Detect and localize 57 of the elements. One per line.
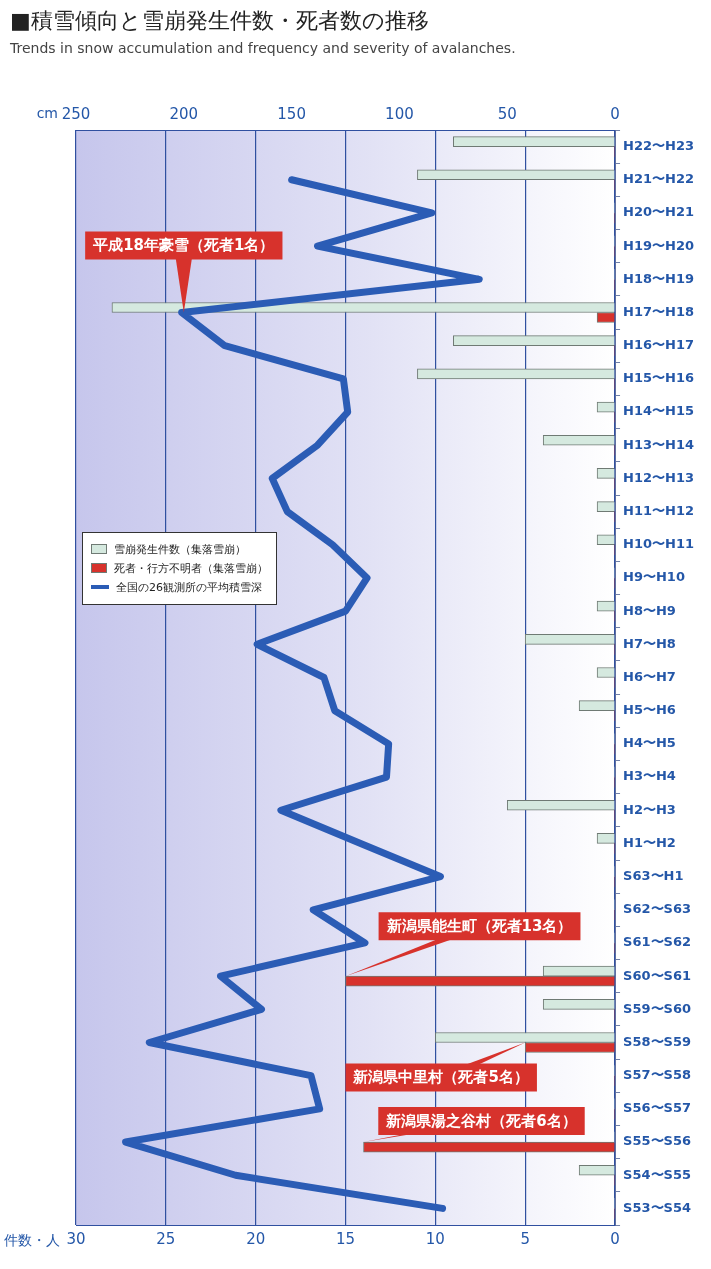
legend-label: 死者・行方不明者（集落雪崩）: [114, 560, 268, 576]
y-tick-label: S56〜S57: [623, 1100, 691, 1116]
y-tick-label: H19〜H20: [623, 237, 695, 253]
y-tick-label: S55〜S56: [623, 1133, 691, 1149]
legend-label: 全国の26観測所の平均積雪深: [116, 579, 262, 595]
y-tick-label: H16〜H17: [623, 337, 695, 353]
x-tick-label: 30: [66, 1229, 86, 1248]
annotation: 新潟県中里村（死者5名）: [352, 1068, 529, 1087]
x-tick-label: 5: [520, 1229, 530, 1248]
x-axis-title: 件数・人: [4, 1231, 60, 1248]
legend-label: 雪崩発生件数（集落雪崩）: [114, 541, 246, 557]
y-tick-label: S60〜S61: [623, 967, 691, 983]
y-tick-label: H2〜H3: [623, 801, 676, 817]
y-tick-label: S61〜S62: [623, 934, 691, 950]
y-tick-label: H1〜H2: [623, 834, 676, 850]
x2-tick-label: 100: [385, 104, 414, 123]
y-tick-label: H17〜H18: [623, 303, 695, 319]
y-tick-label: S57〜S58: [623, 1067, 691, 1083]
y-tick-label: H12〜H13: [623, 469, 695, 485]
x2-tick-label: 50: [497, 104, 517, 123]
y-tick-label: H9〜H10: [623, 569, 685, 585]
x2-tick-label: 0: [610, 104, 620, 123]
annotation: 平成18年豪雪（死者1名）: [92, 236, 275, 255]
y-tick-label: H4〜H5: [623, 735, 676, 751]
chart-title: ■積雪傾向と雪崩発生件数・死者数の推移: [10, 7, 430, 35]
y-tick-label: H11〜H12: [623, 502, 695, 518]
y-tick-label: H18〜H19: [623, 270, 695, 286]
y-tick-label: S62〜S63: [623, 901, 691, 917]
chart-subtitle: Trends in snow accumulation and frequency and severity of avalanches.: [10, 40, 517, 56]
y-tick-label: H5〜H6: [623, 702, 676, 718]
y-tick-label: S63〜H1: [623, 867, 684, 883]
x2-tick-label: 150: [277, 104, 306, 123]
y-tick-label: H20〜H21: [623, 204, 695, 220]
y-tick-label: S58〜S59: [623, 1033, 691, 1049]
y-tick-label: H22〜H23: [623, 137, 695, 153]
y-tick-label: H14〜H15: [623, 403, 695, 419]
x2-tick-label: 250: [61, 104, 91, 123]
y-tick-label: H15〜H16: [623, 370, 695, 386]
y-tick-label: H7〜H8: [623, 635, 676, 651]
x2-tick-label: 200: [169, 104, 199, 123]
x2-axis-title: cm: [36, 104, 58, 121]
y-tick-label: H6〜H7: [623, 668, 676, 684]
y-tick-label: H10〜H11: [623, 536, 695, 552]
annotation: 新潟県能生町（死者13名）: [385, 917, 573, 936]
y-tick-label: S54〜S55: [623, 1166, 691, 1182]
y-tick-label: H8〜H9: [623, 602, 676, 618]
x-tick-label: 10: [425, 1229, 445, 1248]
annotation: 新潟県湯之谷村（死者6名）: [385, 1111, 577, 1130]
y-tick-label: S59〜S60: [623, 1000, 691, 1016]
x-tick-label: 0: [610, 1229, 620, 1248]
x-tick-label: 25: [156, 1229, 176, 1248]
y-tick-label: H3〜H4: [623, 768, 676, 784]
y-tick-label: H21〜H22: [623, 171, 695, 187]
x-tick-label: 20: [246, 1229, 266, 1248]
y-tick-label: H13〜H14: [623, 436, 695, 452]
y-tick-label: S53〜S54: [623, 1199, 691, 1215]
x-tick-label: 15: [335, 1229, 356, 1248]
